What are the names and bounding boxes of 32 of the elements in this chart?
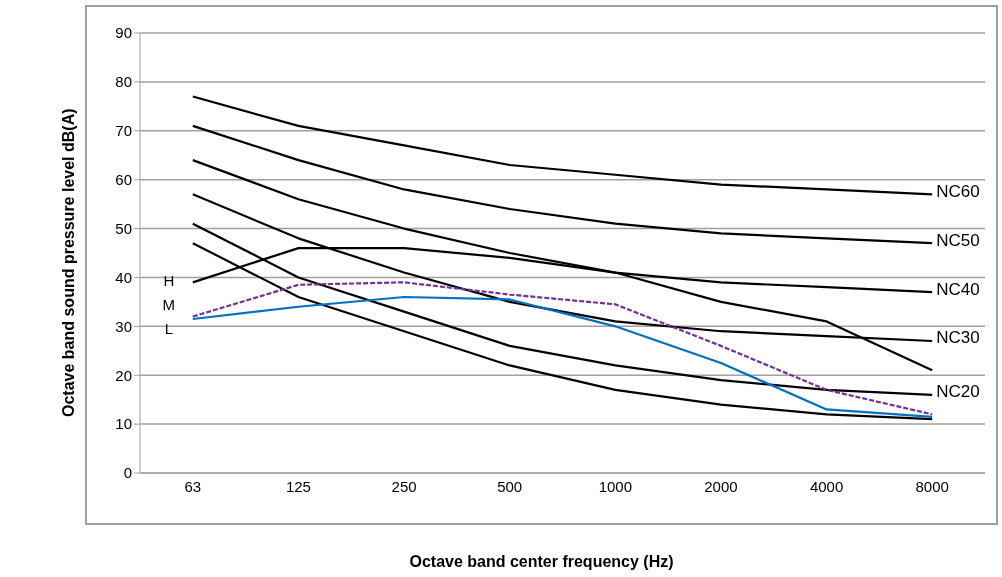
series-label: NC30 (936, 328, 980, 348)
y-tick-label: 70 (115, 122, 132, 140)
x-tick-label: 500 (497, 477, 523, 495)
line-series (191, 124, 934, 245)
y-tick-label: 20 (115, 366, 132, 384)
x-axis-title: Octave band center frequency (Hz) (408, 553, 675, 571)
series-label: NC40 (936, 279, 980, 299)
y-tick-label: 50 (115, 219, 132, 237)
line-series (191, 95, 934, 196)
series-label: NC20 (936, 382, 980, 402)
line-series (191, 222, 934, 396)
y-tick-label: 40 (115, 268, 132, 286)
y-tick-label: 0 (123, 464, 132, 482)
x-tick-label: 4000 (809, 477, 844, 495)
series-label: NC60 (936, 181, 980, 201)
y-tick-label: 10 (115, 415, 132, 433)
x-tick-label: 125 (285, 477, 311, 495)
x-tick-label: 63 (184, 477, 202, 495)
x-tick-label: 1000 (598, 477, 632, 495)
series-label: NC50 (936, 230, 980, 250)
series-label: M (162, 296, 176, 314)
y-tick-label: 60 (115, 170, 132, 188)
series-label: H (163, 272, 175, 290)
line-series (191, 242, 934, 421)
x-tick-label: 2000 (704, 477, 738, 495)
series-label: L (164, 320, 173, 338)
x-tick-label: 250 (391, 477, 417, 495)
y-tick-label: 80 (115, 73, 132, 91)
y-axis-title: Octave band sound pressure level dB(A) (60, 107, 78, 420)
y-tick-label: 90 (115, 24, 132, 42)
x-tick-label: 8000 (915, 477, 949, 495)
y-tick-label: 30 (115, 317, 132, 335)
